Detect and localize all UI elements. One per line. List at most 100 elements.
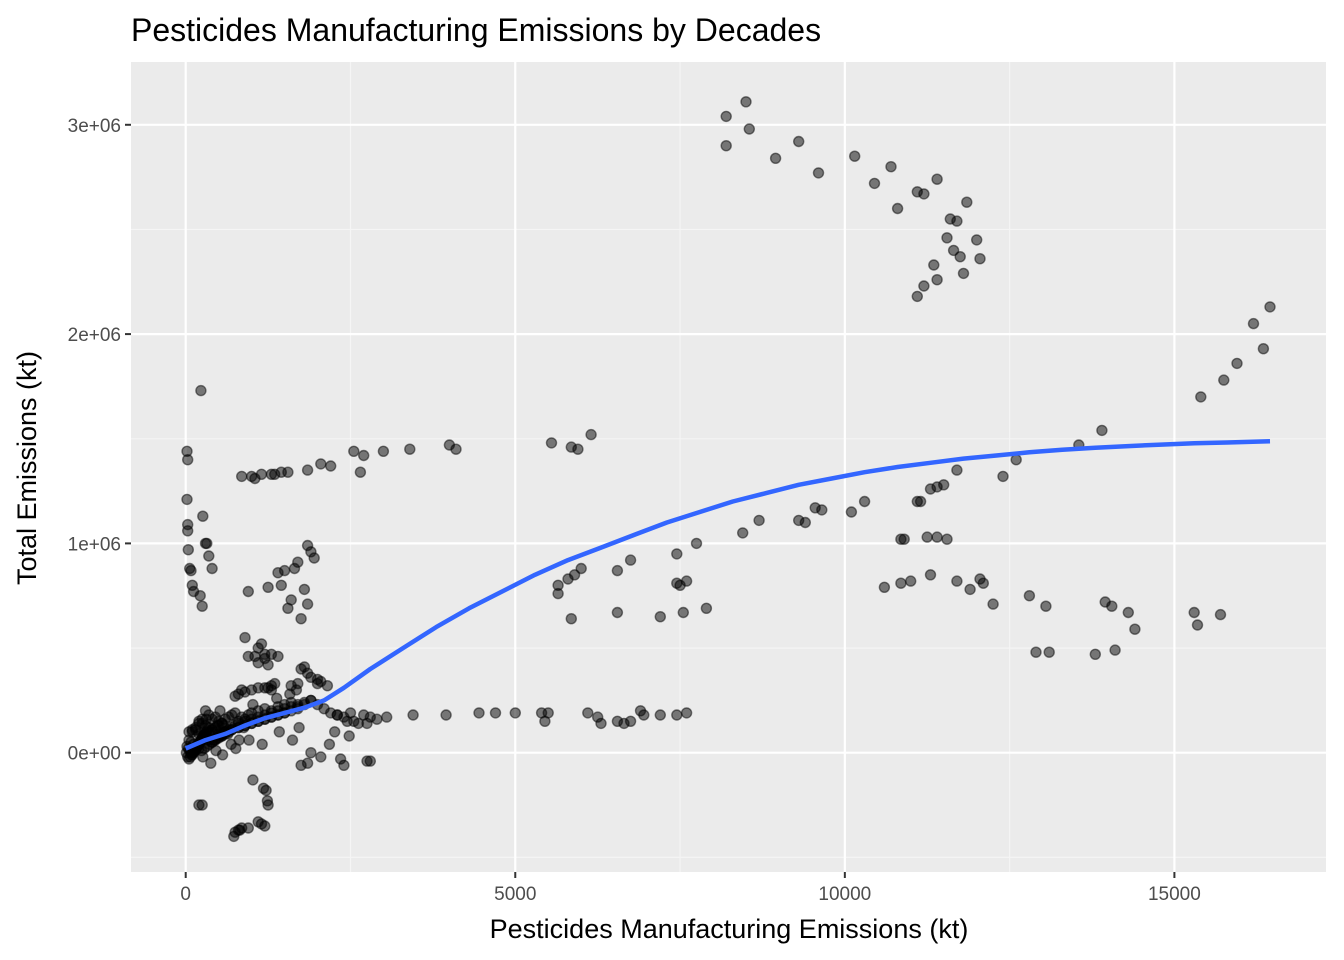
- x-tick-label: 5000: [494, 884, 536, 905]
- data-point: [552, 587, 564, 600]
- data-point: [262, 581, 274, 593]
- data-point: [352, 717, 365, 730]
- data-point: [918, 280, 930, 292]
- data-point: [301, 464, 314, 476]
- smooth-trend-line: [184, 439, 1271, 751]
- data-point: [271, 692, 283, 704]
- data-point: [938, 479, 950, 491]
- data-point: [205, 757, 217, 769]
- data-point: [308, 552, 320, 564]
- data-point: [957, 267, 970, 280]
- x-tick-label: 10000: [818, 884, 871, 905]
- minor-gridlines: [131, 62, 1326, 872]
- data-point: [315, 458, 327, 470]
- data-point: [301, 598, 314, 610]
- data-point: [885, 160, 897, 173]
- data-point: [211, 719, 224, 732]
- data-point: [181, 525, 194, 537]
- x-tick-label: 15000: [1148, 884, 1201, 905]
- data-point: [489, 707, 502, 719]
- data-point: [1089, 648, 1102, 660]
- smooth-layer: [184, 439, 1271, 751]
- data-point: [234, 824, 246, 836]
- data-point: [1231, 357, 1243, 370]
- data-point: [931, 531, 943, 543]
- data-point: [196, 799, 208, 811]
- data-point: [997, 470, 1009, 483]
- data-point: [941, 533, 953, 545]
- data-point: [918, 188, 930, 200]
- data-point: [671, 577, 683, 589]
- data-point: [878, 581, 891, 593]
- data-point: [321, 680, 334, 692]
- data-point: [575, 562, 587, 575]
- data-point: [611, 606, 624, 619]
- data-point: [195, 384, 207, 397]
- data-point: [868, 177, 881, 190]
- data-point: [194, 590, 206, 602]
- data-point: [638, 709, 650, 721]
- data-point: [230, 742, 242, 755]
- data-point: [677, 606, 689, 619]
- data-point: [242, 585, 255, 598]
- data-point: [611, 564, 624, 577]
- data-point: [256, 738, 268, 750]
- data-point: [743, 123, 755, 135]
- data-point: [214, 705, 226, 717]
- data-point: [371, 713, 383, 725]
- data-point: [799, 516, 811, 529]
- data-point: [293, 721, 305, 734]
- data-point: [700, 602, 713, 614]
- data-point: [585, 428, 597, 441]
- data-point: [182, 544, 195, 556]
- data-point: [951, 464, 963, 476]
- data-point: [971, 234, 983, 246]
- data-point: [295, 613, 307, 625]
- data-point: [891, 202, 904, 215]
- chart-title: Pesticides Manufacturing Emissions by De…: [131, 12, 821, 48]
- data-point: [624, 554, 637, 566]
- data-point: [343, 730, 355, 742]
- data-point: [592, 711, 604, 723]
- data-point: [272, 567, 284, 579]
- data-point: [338, 759, 350, 771]
- data-point: [235, 470, 248, 483]
- data-point: [358, 449, 370, 462]
- data-point: [285, 594, 297, 606]
- data-point: [229, 690, 241, 702]
- data-point: [654, 611, 666, 623]
- data-point: [769, 152, 782, 165]
- data-point: [545, 437, 558, 449]
- data-point: [354, 466, 367, 478]
- data-point: [720, 110, 732, 123]
- data-point: [720, 139, 732, 152]
- data-point: [286, 734, 299, 746]
- data-point: [1188, 606, 1200, 619]
- data-point: [1191, 619, 1204, 631]
- data-point: [301, 757, 314, 769]
- data-point: [987, 598, 999, 610]
- data-point: [753, 514, 765, 527]
- data-point: [509, 707, 521, 719]
- data-point: [1129, 623, 1141, 635]
- data-point: [849, 150, 861, 162]
- data-point: [301, 667, 314, 679]
- y-tick-label: 0e+00: [68, 744, 121, 765]
- data-point: [931, 274, 943, 286]
- data-point: [323, 738, 336, 750]
- y-tick-label: 1e+06: [68, 534, 121, 555]
- data-point: [1010, 454, 1022, 466]
- data-point: [1247, 317, 1260, 330]
- points-layer: [180, 96, 1276, 843]
- data-point: [1040, 600, 1052, 612]
- data-point: [895, 577, 907, 589]
- data-point: [247, 774, 259, 786]
- data-point: [858, 495, 871, 508]
- data-point: [961, 196, 973, 208]
- data-point: [377, 445, 390, 457]
- data-point: [329, 726, 341, 738]
- x-axis-ticks: 0 5000 10000 15000: [180, 872, 1201, 905]
- data-point: [311, 677, 324, 690]
- x-tick-label: 0: [180, 884, 191, 905]
- data-point: [206, 562, 218, 575]
